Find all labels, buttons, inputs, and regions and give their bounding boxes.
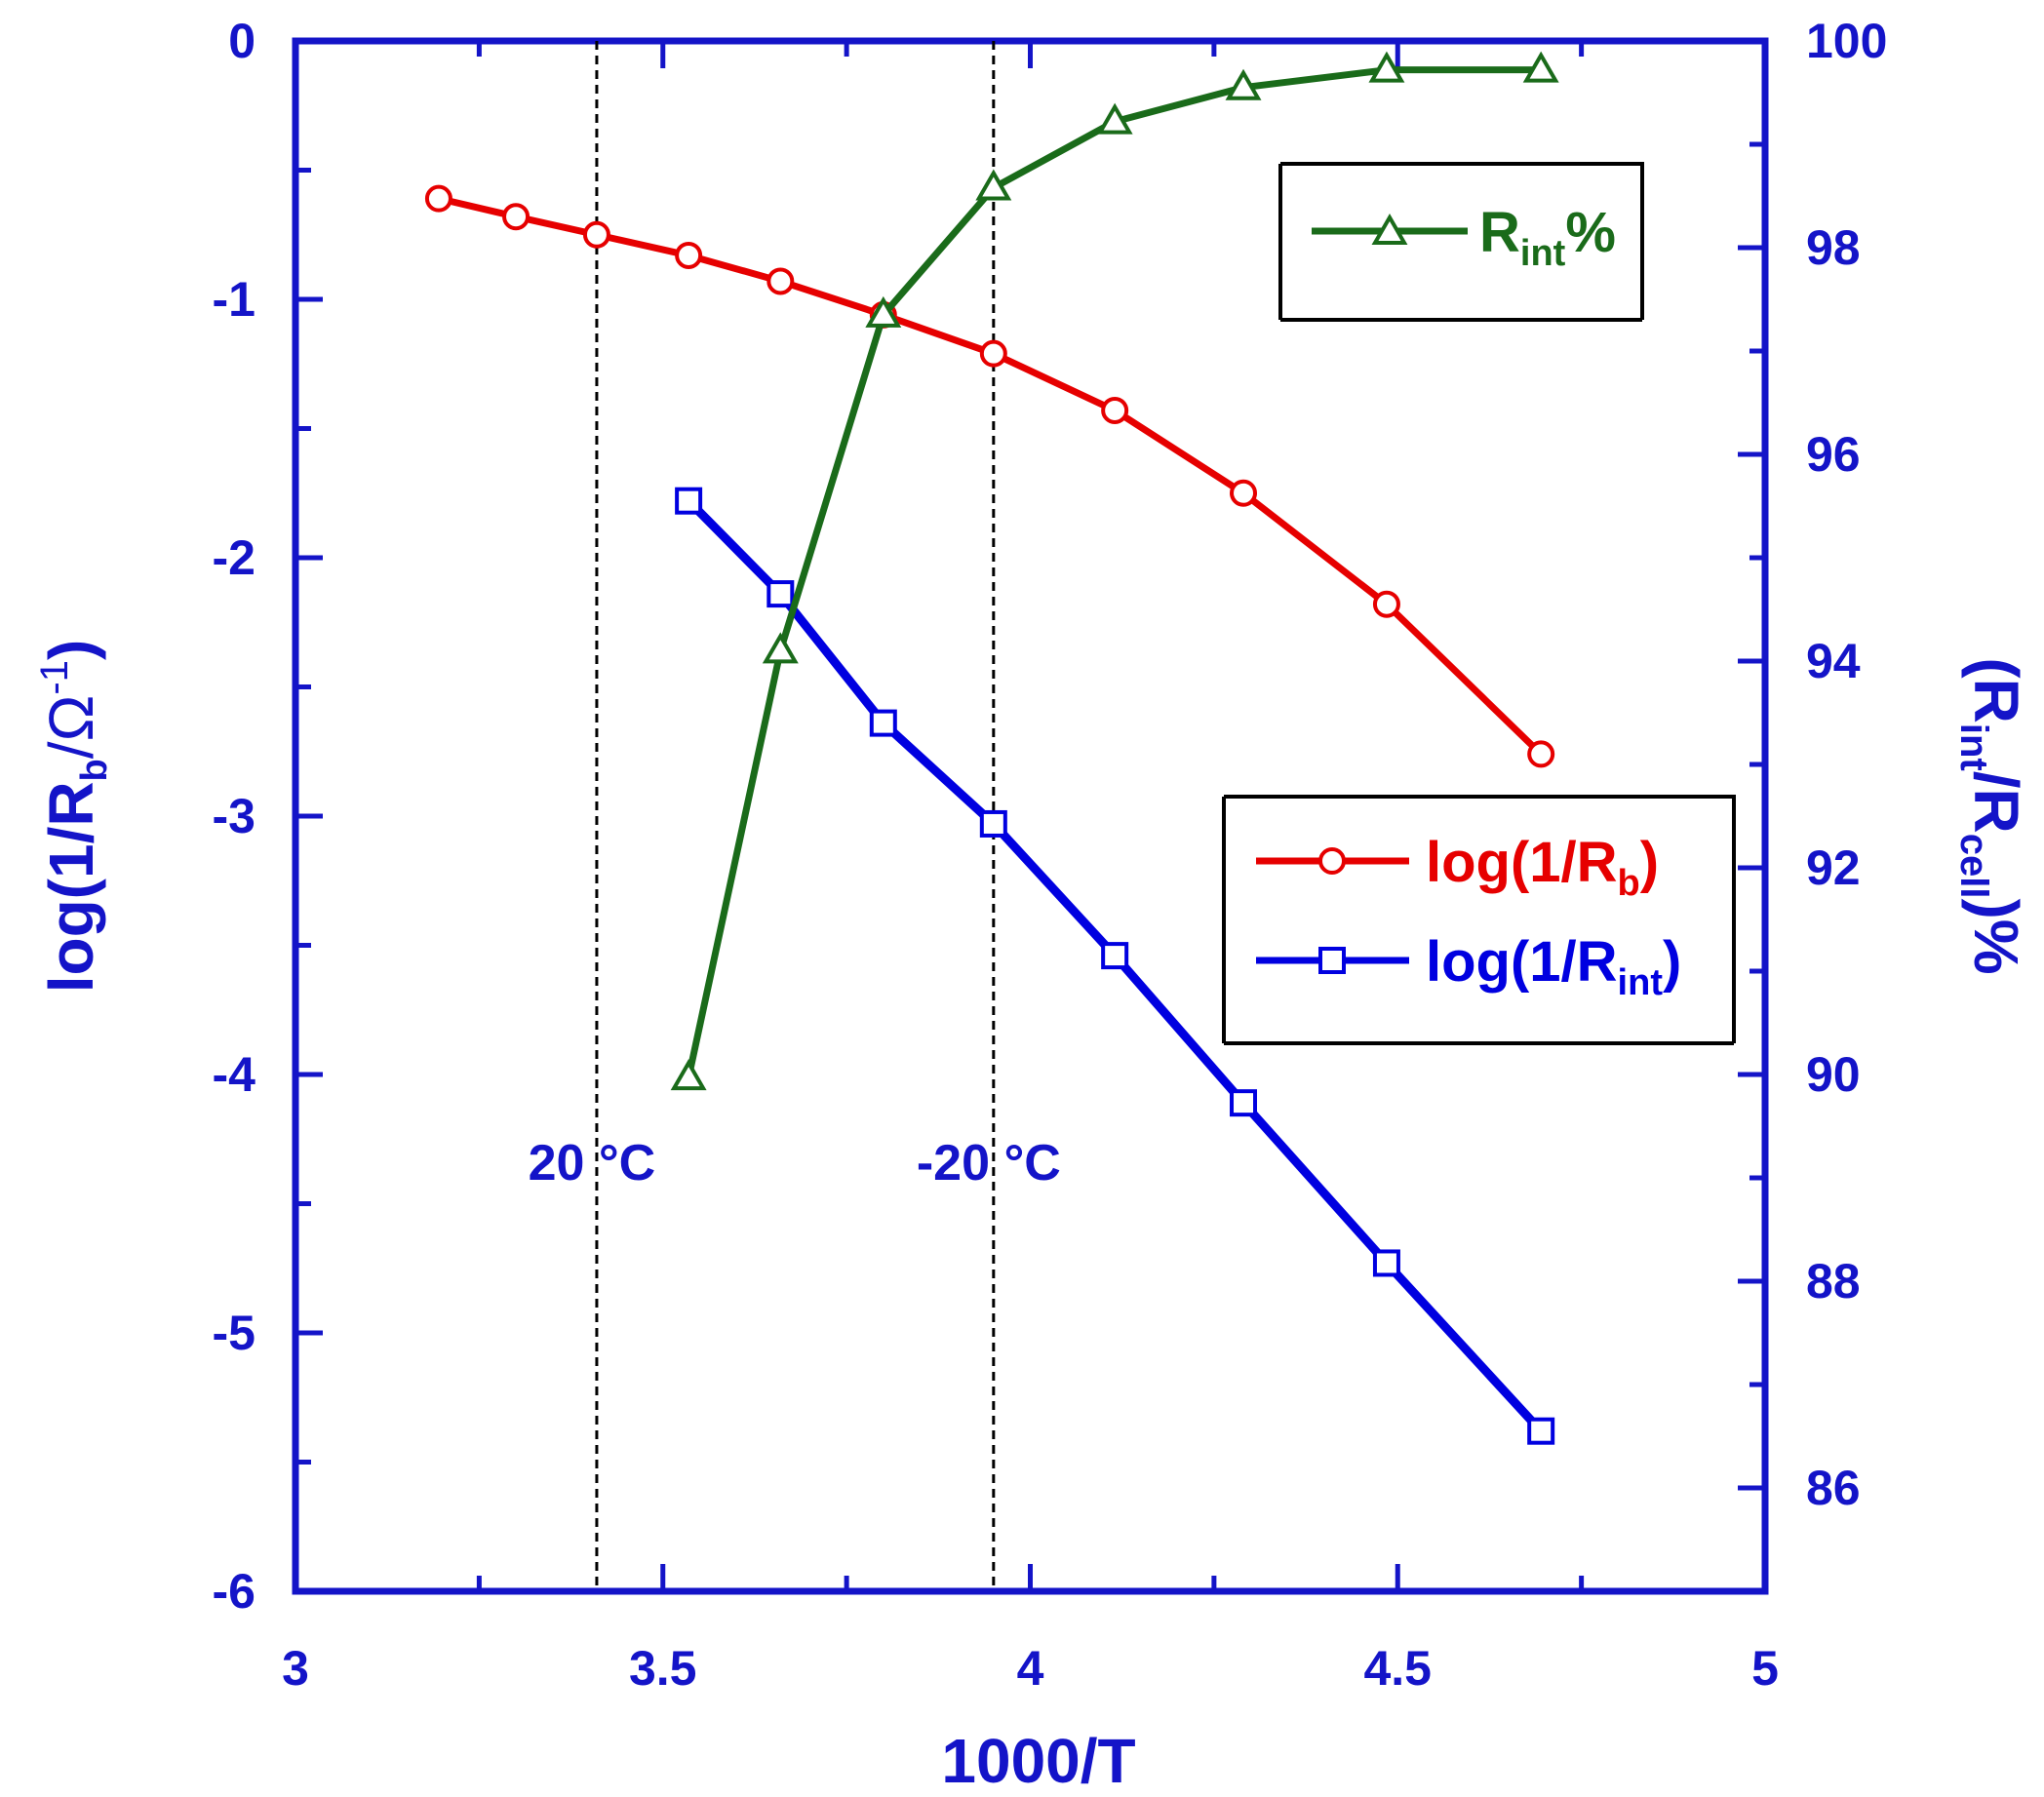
data-point-triangle <box>1096 102 1133 135</box>
data-point-circle <box>424 184 452 213</box>
y-left-tick-label: -1 <box>213 272 256 327</box>
legend-middle: log(1/Rb) log(1/Rint) <box>1222 795 1736 1045</box>
data-point-circle <box>979 339 1007 368</box>
y-right-tick-label: 94 <box>1806 634 1861 688</box>
y-right-tick-label: 90 <box>1806 1047 1861 1102</box>
data-point-triangle <box>762 632 799 664</box>
y-right-tick-label: 98 <box>1806 220 1861 275</box>
data-point-circle <box>1101 396 1129 424</box>
data-point-circle <box>1372 590 1400 618</box>
data-point-triangle <box>1522 51 1559 83</box>
temperature-annotation: 20 °C <box>529 1135 656 1191</box>
data-point-square <box>766 580 795 608</box>
x-axis-title: 1000/T <box>941 1726 1135 1796</box>
data-point-square <box>979 809 1007 838</box>
data-point-circle <box>766 267 795 295</box>
series-layer <box>424 51 1559 1445</box>
legend-label-log-rint: log(1/Rint) <box>1426 930 1681 1003</box>
y-right-tick-label: 86 <box>1806 1461 1861 1515</box>
data-point-triangle <box>865 295 902 328</box>
data-point-square <box>1230 1089 1258 1117</box>
y-left-tick-label: -6 <box>213 1564 256 1619</box>
data-point-circle <box>1230 479 1258 507</box>
y-right-tick-label: 100 <box>1806 14 1887 68</box>
temperature-annotation: -20 °C <box>917 1135 1061 1191</box>
data-point-square <box>1527 1417 1555 1445</box>
y-left-tick-label: -3 <box>213 789 256 843</box>
series-line-triangle <box>685 66 1542 1078</box>
y-left-tick-label: 0 <box>228 14 256 68</box>
x-tick-label: 3 <box>282 1641 309 1696</box>
data-point-square <box>675 487 703 515</box>
legend-marker-circle <box>1318 847 1346 875</box>
x-tick-label: 4.5 <box>1363 1641 1432 1696</box>
reference-lines: 20 °C -20 °C <box>529 41 1061 1591</box>
data-point-triangle <box>1368 51 1405 83</box>
y-right-tick-label: 92 <box>1806 840 1861 895</box>
data-point-circle <box>1527 740 1555 768</box>
legend-marker-square <box>1318 947 1346 974</box>
data-point-square <box>1101 942 1129 970</box>
legend-label-log-rb: log(1/Rb) <box>1426 831 1659 904</box>
data-point-triangle <box>975 169 1012 201</box>
legend-top-frame <box>1278 162 1644 322</box>
legend-marker-triangle <box>1371 213 1408 245</box>
legend-label-rint-percent: Rint% <box>1479 201 1616 274</box>
x-tick-label: 3.5 <box>629 1641 697 1696</box>
y-right-axis-title: (Rint/Rcell)% <box>1952 657 2031 974</box>
y-left-tick-label: -5 <box>213 1306 256 1360</box>
y-left-tick-label: -4 <box>213 1047 256 1102</box>
series-line-square <box>685 497 1545 1434</box>
legend-middle-frame <box>1222 795 1736 1045</box>
data-point-square <box>869 709 897 737</box>
x-tick-label: 4 <box>1017 1641 1044 1696</box>
data-point-triangle <box>670 1059 707 1091</box>
y-right-tick-label: 88 <box>1806 1254 1861 1309</box>
legend-top: Rint% <box>1278 162 1644 322</box>
y-right-tick-label: 96 <box>1806 427 1861 482</box>
data-point-circle <box>502 203 531 231</box>
series-line-circle <box>438 195 1544 757</box>
data-point-circle <box>675 241 703 269</box>
y-left-axis-title: log(1/Rb/Ω-1) <box>33 640 115 994</box>
y-left-tick-label: -2 <box>213 530 256 585</box>
data-point-square <box>1372 1249 1400 1277</box>
axis-ticks: 3 3.5 4 4.5 5 0 -1 -2 -3 -4 -5 -6 100 98 96 94 92 90 88 86 <box>213 14 1888 1696</box>
data-point-circle <box>582 220 610 249</box>
data-point-triangle <box>1225 68 1262 100</box>
x-tick-label: 5 <box>1751 1641 1779 1696</box>
